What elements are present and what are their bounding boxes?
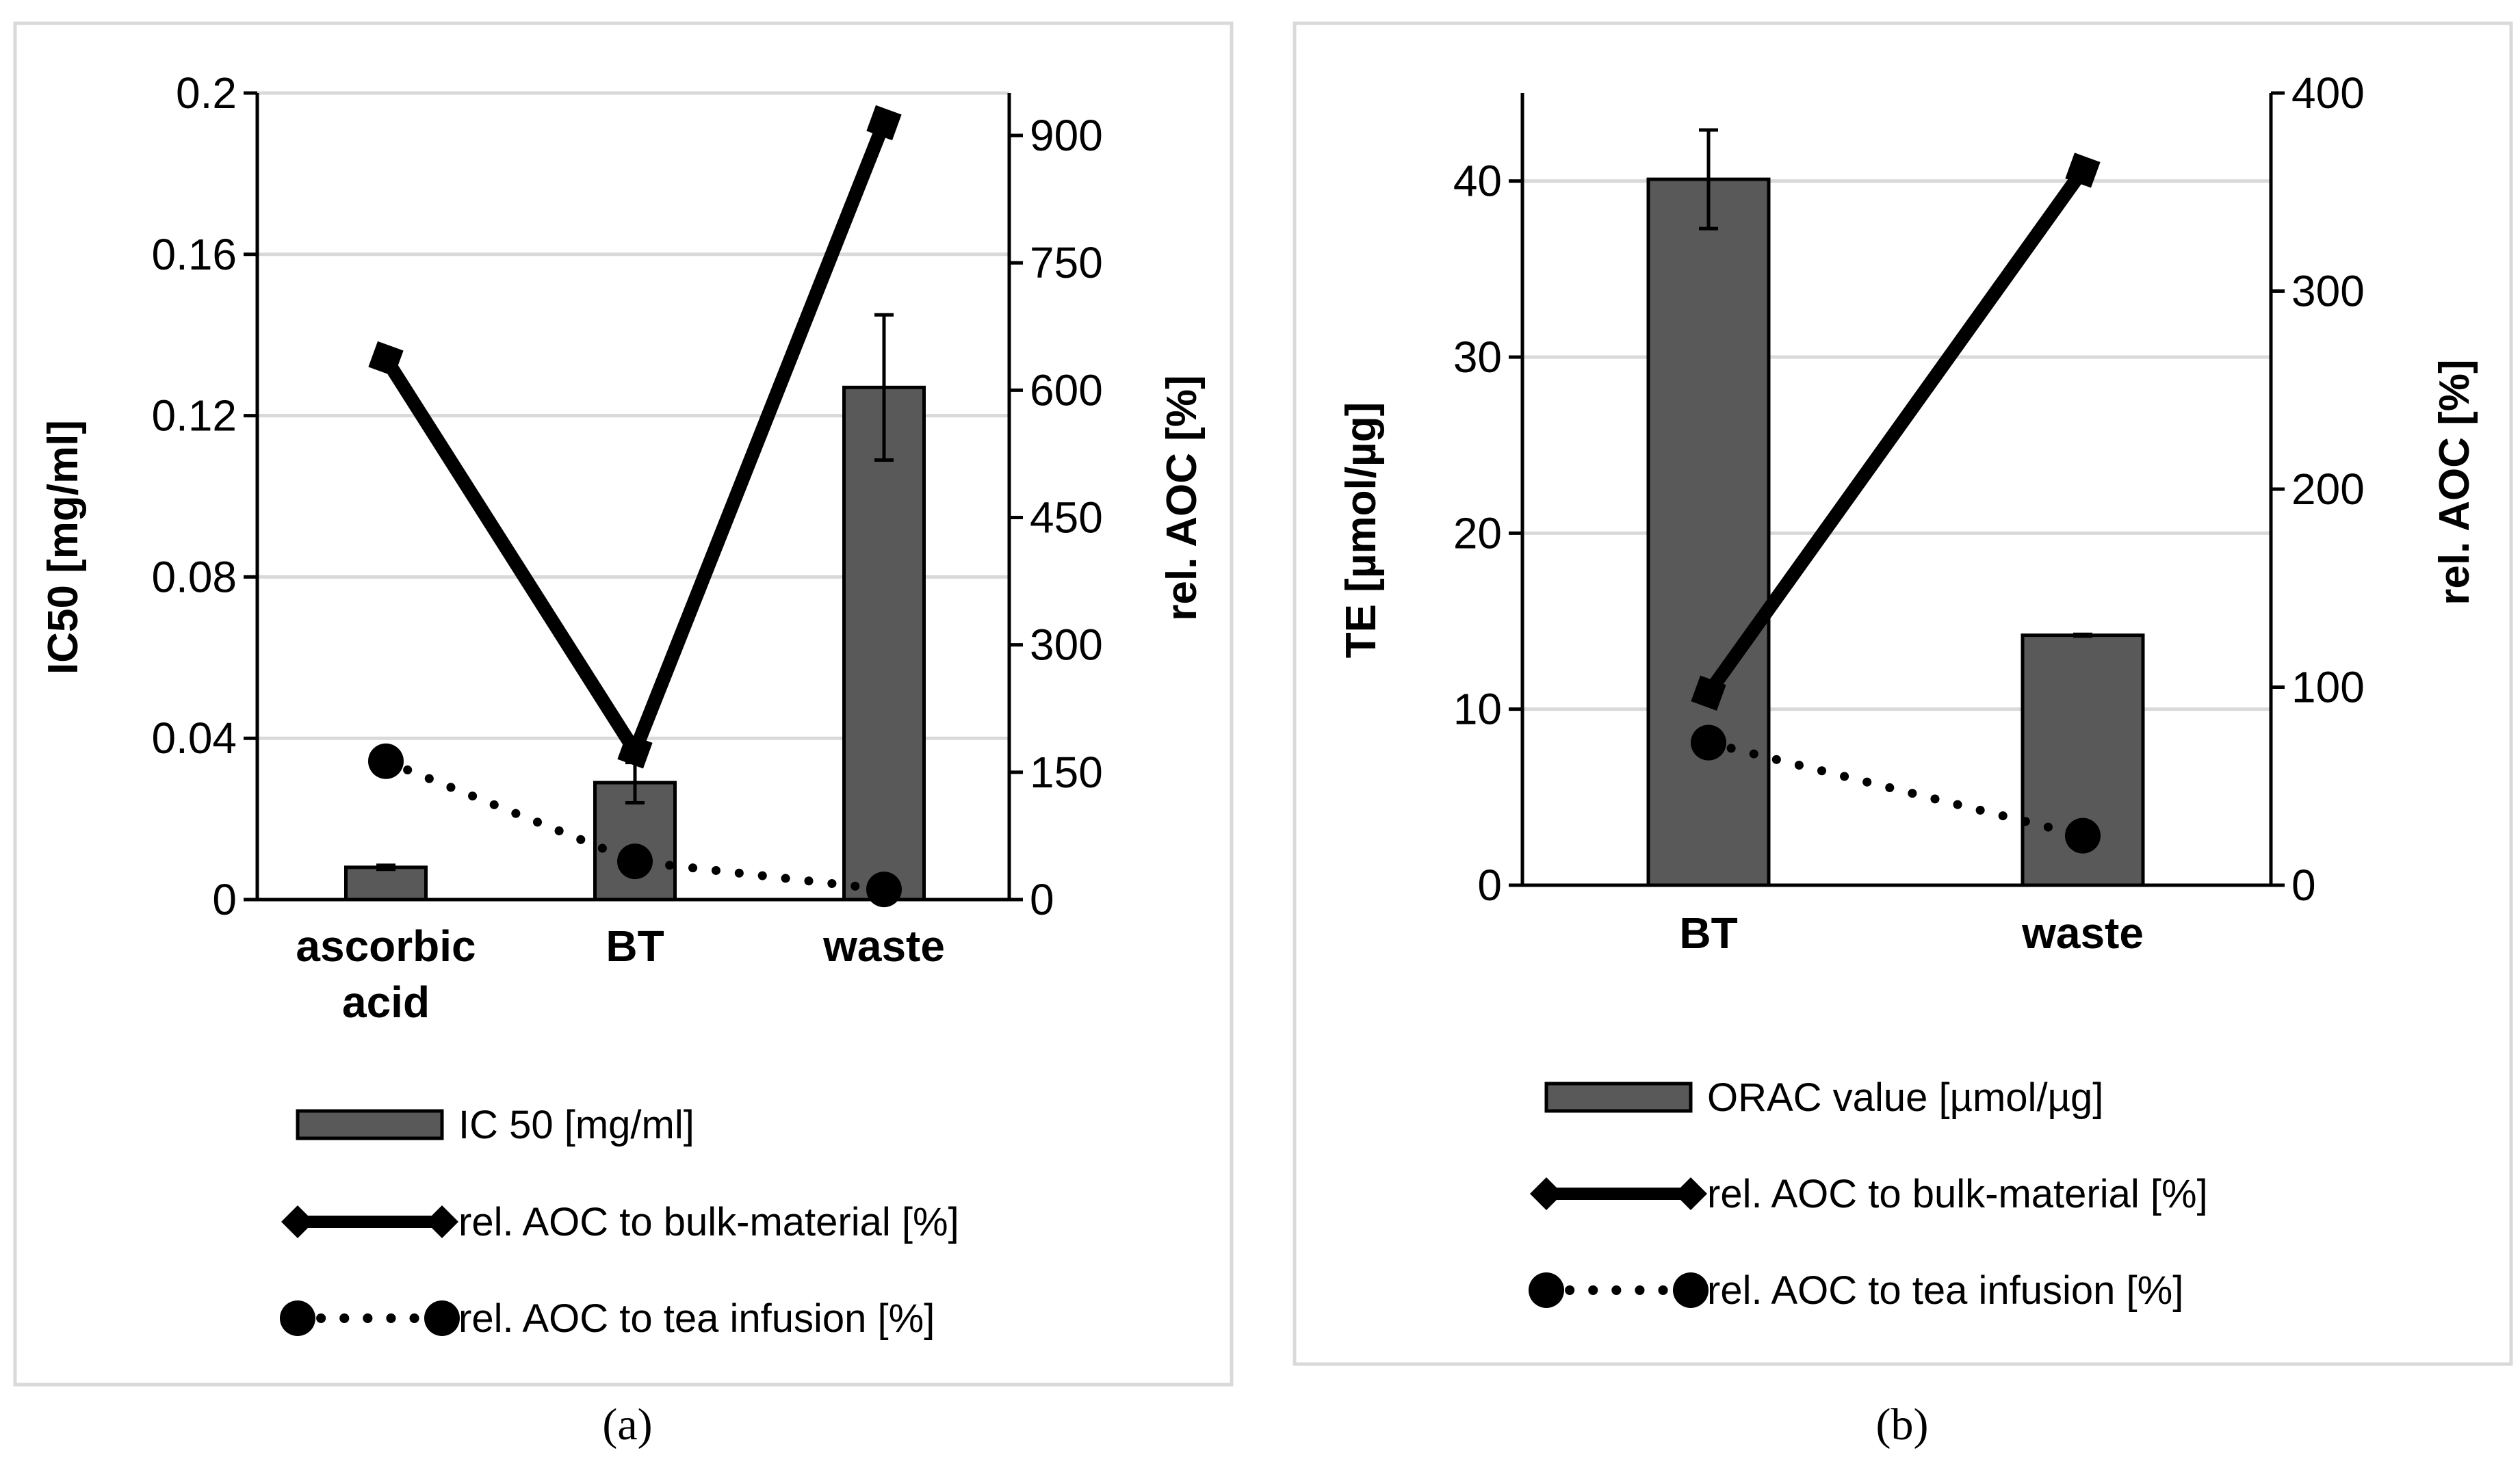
circle-marker <box>2065 817 2101 854</box>
panel-label-a: (a) <box>602 1400 653 1450</box>
y2-axis-title: rel. AOC [%] <box>2431 359 2478 605</box>
error-bar <box>1699 128 1718 231</box>
y2-axis-title: rel. AOC [%] <box>1158 375 1206 620</box>
y-tick-label: 0.04 <box>151 714 237 763</box>
diamond-marker <box>2065 153 2101 188</box>
panel-label-b: (b) <box>1875 1400 1929 1450</box>
y-tick-label: 10 <box>1453 685 1502 734</box>
y-tick-label: 0.12 <box>151 391 237 441</box>
line-tea-infusion <box>381 757 889 894</box>
x-category-label: BT <box>1679 908 1737 958</box>
legend-label: rel. AOC to bulk-material [%] <box>458 1200 959 1244</box>
y2-tick-label: 450 <box>1030 493 1103 542</box>
x-category-label: BT <box>606 921 664 971</box>
legend: IC 50 [mg/ml] rel. AOC to bulk-material [… <box>280 1103 959 1341</box>
y2-tick-label: 900 <box>1030 111 1103 160</box>
line-bulk-material <box>1702 166 2089 698</box>
legend-swatch-bar <box>296 1109 444 1140</box>
y2-tick-label: 200 <box>2291 464 2365 514</box>
circle-marker <box>617 843 653 880</box>
y-tick-label: 30 <box>1453 332 1502 382</box>
circle-marker <box>1691 724 1726 761</box>
bar-BT <box>1646 177 1771 887</box>
circle-marker <box>280 1300 315 1336</box>
y2-tick-label: 0 <box>2291 861 2316 910</box>
y2-tick-label: 600 <box>1030 365 1103 415</box>
circle-marker <box>1673 1272 1709 1308</box>
y2-tick-label: 300 <box>2291 267 2365 316</box>
y-tick-label: 0.2 <box>176 68 237 118</box>
diamond-marker <box>1691 675 1726 711</box>
x-category-label: ascorbic <box>296 921 476 971</box>
y2-tick-label: 750 <box>1030 238 1103 287</box>
error-bar <box>376 863 395 872</box>
legend-label: rel. AOC to bulk-material [%] <box>1707 1172 2208 1216</box>
diamond-marker <box>866 105 902 141</box>
y2-tick-label: 100 <box>2291 663 2365 712</box>
y2-tick-label: 400 <box>2291 68 2365 118</box>
diamond-marker <box>368 341 404 377</box>
x-category-label: acid <box>342 978 430 1027</box>
circle-marker <box>368 743 404 779</box>
chart-panel-a: 0 0.04 0.08 0.12 0.16 0.2 0 150 300 450 600 750 900 a… <box>13 21 1234 1387</box>
legend: ORAC value [µmol/µg] rel. AOC to bulk-mat… <box>1529 1075 2208 1313</box>
circle-marker <box>424 1300 460 1336</box>
legend-label: rel. AOC to tea infusion [%] <box>1707 1268 2183 1313</box>
line-bulk-material <box>380 120 891 758</box>
x-category-label: waste <box>822 921 945 971</box>
error-bar <box>2073 632 2092 638</box>
y-tick-label: 0.16 <box>151 230 237 279</box>
circle-marker <box>866 872 902 908</box>
diamond-marker <box>426 1205 458 1238</box>
y2-tick-label: 0 <box>1030 875 1054 924</box>
diamond-marker <box>617 733 653 769</box>
x-category-label: waste <box>2021 908 2144 958</box>
y-tick-label: 0 <box>1477 861 1502 910</box>
panel-border <box>1293 21 2513 1366</box>
bar-ascorbic-acid <box>344 865 428 902</box>
error-bar <box>874 313 894 462</box>
legend-label: ORAC value [µmol/µg] <box>1707 1075 2103 1120</box>
y2-tick-label: 300 <box>1030 620 1103 670</box>
y-tick-label: 20 <box>1453 508 1502 558</box>
panel-border <box>13 21 1234 1387</box>
diamond-marker <box>281 1205 314 1238</box>
legend-label: IC 50 [mg/ml] <box>458 1103 694 1147</box>
legend-label: rel. AOC to tea infusion [%] <box>458 1296 935 1341</box>
diamond-marker <box>1674 1177 1707 1210</box>
y2-tick-label: 150 <box>1030 748 1103 797</box>
diamond-marker <box>1530 1177 1563 1210</box>
y-tick-label: 0.08 <box>151 552 237 601</box>
legend-swatch-bar <box>1544 1082 1693 1113</box>
y-tick-label: 40 <box>1453 157 1502 206</box>
y-axis-title: IC50 [mg/ml] <box>40 420 87 675</box>
bar-waste <box>842 385 926 902</box>
circle-marker <box>1529 1272 1564 1308</box>
y-axis-title: TE [µmol/µg] <box>1338 402 1385 659</box>
y-tick-label: 0 <box>212 875 237 924</box>
